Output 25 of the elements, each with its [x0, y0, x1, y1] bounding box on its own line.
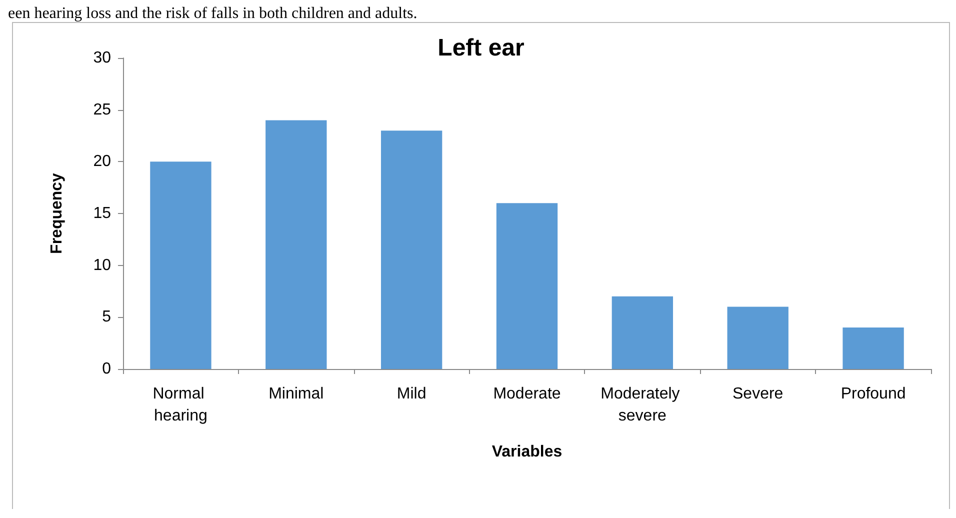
bar: [842, 328, 904, 369]
bar: [612, 296, 674, 369]
text: een hearing loss and the risk of falls in both children and adults.: [8, 5, 418, 22]
bar: [496, 203, 558, 369]
y-tick-label: 25: [93, 101, 112, 118]
bar: [150, 162, 212, 369]
x-tick-label: Mild: [396, 386, 426, 402]
x-tick-label: Moderate: [493, 386, 561, 402]
y-tick-label: 10: [93, 256, 112, 274]
y-axis-title: Frequency: [48, 172, 66, 254]
bar: [380, 130, 442, 369]
y-tick-label: 20: [93, 153, 112, 170]
y-tick-label: 15: [93, 205, 112, 222]
y-tick-label: 5: [102, 308, 112, 326]
y-tick-label: 0: [102, 360, 112, 378]
y-tick-label: 30: [93, 50, 112, 66]
x-tick-label: Severe: [732, 386, 784, 402]
x-tick-label: Normal hearing: [152, 386, 209, 424]
x-tick-label: Moderately severe: [600, 386, 684, 424]
x-tick-label: Minimal: [268, 386, 324, 402]
x-axis-title: Variables: [492, 444, 562, 460]
chart-title: Left ear: [438, 34, 524, 62]
x-tick-label: Profound: [840, 386, 906, 402]
bar: [727, 306, 788, 369]
bar: [266, 120, 327, 369]
